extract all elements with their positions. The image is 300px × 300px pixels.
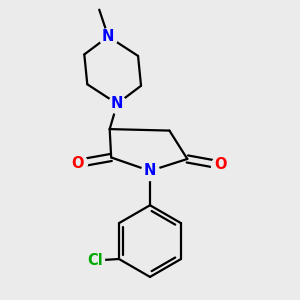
Text: N: N — [111, 96, 123, 111]
Text: O: O — [214, 158, 226, 172]
Text: O: O — [71, 156, 84, 171]
Text: N: N — [144, 164, 156, 178]
Text: Cl: Cl — [87, 253, 103, 268]
Text: N: N — [102, 29, 114, 44]
